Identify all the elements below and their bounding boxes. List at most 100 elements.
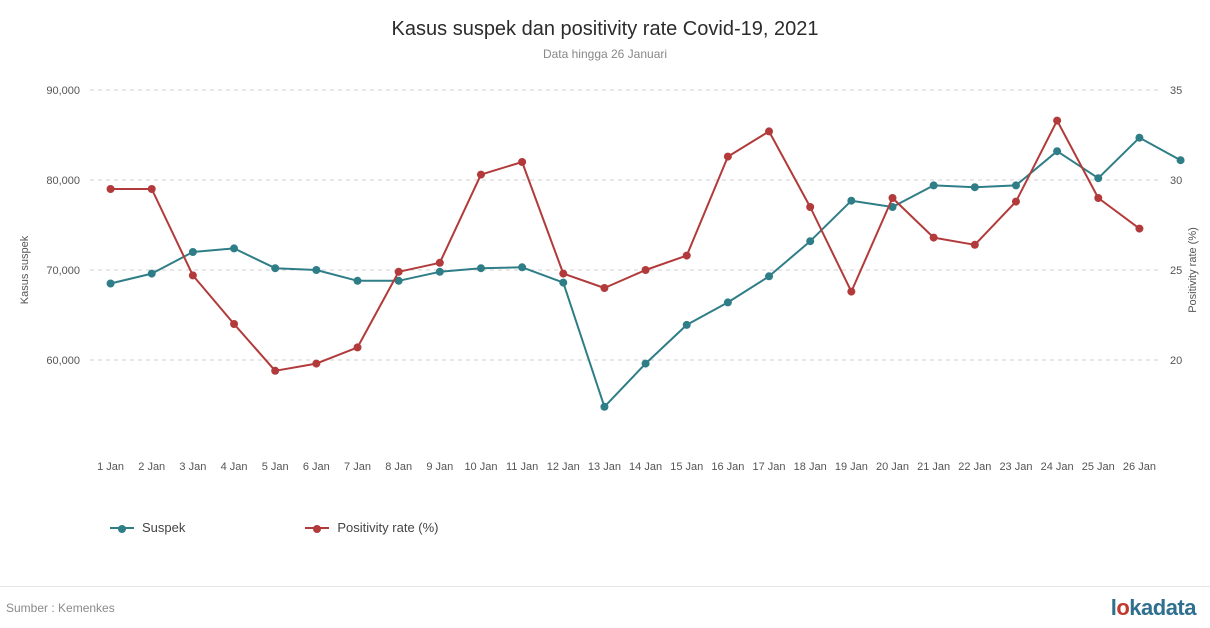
brand-accent: o xyxy=(1116,595,1129,620)
suspek-point xyxy=(271,264,279,272)
positivity-point xyxy=(724,153,732,161)
positivity-point xyxy=(477,171,485,179)
x-tick-label: 10 Jan xyxy=(464,461,497,473)
x-tick-label: 5 Jan xyxy=(262,461,289,473)
footer: Sumber : Kemenkes lokadata xyxy=(0,586,1210,628)
y-left-axis-label: Kasus suspek xyxy=(19,235,31,304)
x-tick-label: 6 Jan xyxy=(303,461,330,473)
positivity-point xyxy=(107,185,115,193)
x-tick-label: 23 Jan xyxy=(999,461,1032,473)
suspek-point xyxy=(847,197,855,205)
suspek-point xyxy=(436,268,444,276)
positivity-point xyxy=(312,360,320,368)
positivity-point xyxy=(683,252,691,260)
x-tick-label: 18 Jan xyxy=(794,461,827,473)
positivity-point xyxy=(847,288,855,296)
y-right-tick-label: 35 xyxy=(1170,85,1182,97)
suspek-point xyxy=(230,244,238,252)
positivity-point xyxy=(148,185,156,193)
suspek-point xyxy=(312,266,320,274)
brand-post: kadata xyxy=(1129,595,1196,620)
suspek-point xyxy=(518,263,526,271)
x-tick-label: 3 Jan xyxy=(179,461,206,473)
positivity-point xyxy=(436,259,444,267)
x-tick-label: 24 Jan xyxy=(1041,461,1074,473)
suspek-point xyxy=(683,321,691,329)
chart-container: Kasus suspek dan positivity rate Covid-1… xyxy=(0,0,1210,628)
x-tick-label: 1 Jan xyxy=(97,461,124,473)
legend-item-positivity: Positivity rate (%) xyxy=(305,520,438,535)
positivity-point xyxy=(518,158,526,166)
x-tick-label: 12 Jan xyxy=(547,461,580,473)
y-left-tick-label: 70,000 xyxy=(46,265,80,277)
positivity-point xyxy=(395,268,403,276)
x-tick-label: 20 Jan xyxy=(876,461,909,473)
legend-marker-positivity xyxy=(305,527,329,529)
legend-item-suspek: Suspek xyxy=(110,520,185,535)
x-tick-label: 8 Jan xyxy=(385,461,412,473)
positivity-point xyxy=(1053,117,1061,125)
legend-marker-suspek xyxy=(110,527,134,529)
positivity-point xyxy=(806,203,814,211)
legend-label-suspek: Suspek xyxy=(142,520,185,535)
x-tick-label: 13 Jan xyxy=(588,461,621,473)
suspek-point xyxy=(971,183,979,191)
chart-title: Kasus suspek dan positivity rate Covid-1… xyxy=(0,0,1210,41)
positivity-point xyxy=(230,320,238,328)
chart-plot-area: 60,0002070,0002580,0003090,000351 Jan2 J… xyxy=(0,70,1210,510)
suspek-point xyxy=(354,277,362,285)
x-tick-label: 11 Jan xyxy=(506,461,538,473)
chart-svg: 60,0002070,0002580,0003090,000351 Jan2 J… xyxy=(0,70,1210,500)
suspek-point xyxy=(765,272,773,280)
x-tick-label: 2 Jan xyxy=(138,461,165,473)
x-tick-label: 19 Jan xyxy=(835,461,868,473)
x-tick-label: 22 Jan xyxy=(958,461,991,473)
x-tick-label: 25 Jan xyxy=(1082,461,1115,473)
positivity-point xyxy=(930,234,938,242)
x-tick-label: 9 Jan xyxy=(426,461,453,473)
suspek-point xyxy=(642,360,650,368)
y-right-tick-label: 20 xyxy=(1170,355,1182,367)
suspek-point xyxy=(1012,181,1020,189)
y-right-axis-label: Positivity rate (%) xyxy=(1187,227,1199,313)
x-tick-label: 26 Jan xyxy=(1123,461,1156,473)
positivity-point xyxy=(765,127,773,135)
legend-label-positivity: Positivity rate (%) xyxy=(337,520,438,535)
suspek-point xyxy=(1053,147,1061,155)
suspek-point xyxy=(1094,174,1102,182)
suspek-point xyxy=(1177,156,1185,164)
y-right-tick-label: 30 xyxy=(1170,175,1182,187)
chart-subtitle: Data hingga 26 Januari xyxy=(0,47,1210,61)
brand-logo: lokadata xyxy=(1111,595,1196,621)
legend: Suspek Positivity rate (%) xyxy=(110,520,439,535)
x-tick-label: 17 Jan xyxy=(753,461,786,473)
suspek-point xyxy=(806,237,814,245)
suspek-point xyxy=(477,264,485,272)
suspek-point xyxy=(559,279,567,287)
x-tick-label: 14 Jan xyxy=(629,461,662,473)
positivity-point xyxy=(189,271,197,279)
x-tick-label: 15 Jan xyxy=(670,461,703,473)
y-left-tick-label: 80,000 xyxy=(46,175,80,187)
positivity-point xyxy=(1135,225,1143,233)
positivity-point xyxy=(271,367,279,375)
suspek-point xyxy=(107,280,115,288)
suspek-point xyxy=(189,248,197,256)
suspek-point xyxy=(724,298,732,306)
positivity-point xyxy=(354,343,362,351)
y-left-tick-label: 90,000 xyxy=(46,85,80,97)
positivity-point xyxy=(889,194,897,202)
x-tick-label: 21 Jan xyxy=(917,461,950,473)
suspek-point xyxy=(930,181,938,189)
suspek-point xyxy=(148,270,156,278)
positivity-point xyxy=(971,241,979,249)
y-right-tick-label: 25 xyxy=(1170,265,1182,277)
positivity-line xyxy=(111,121,1140,371)
positivity-point xyxy=(642,266,650,274)
suspek-point xyxy=(600,403,608,411)
positivity-point xyxy=(600,284,608,292)
x-tick-label: 4 Jan xyxy=(221,461,248,473)
positivity-point xyxy=(559,270,567,278)
x-tick-label: 7 Jan xyxy=(344,461,371,473)
source-label: Sumber : Kemenkes xyxy=(6,601,115,615)
